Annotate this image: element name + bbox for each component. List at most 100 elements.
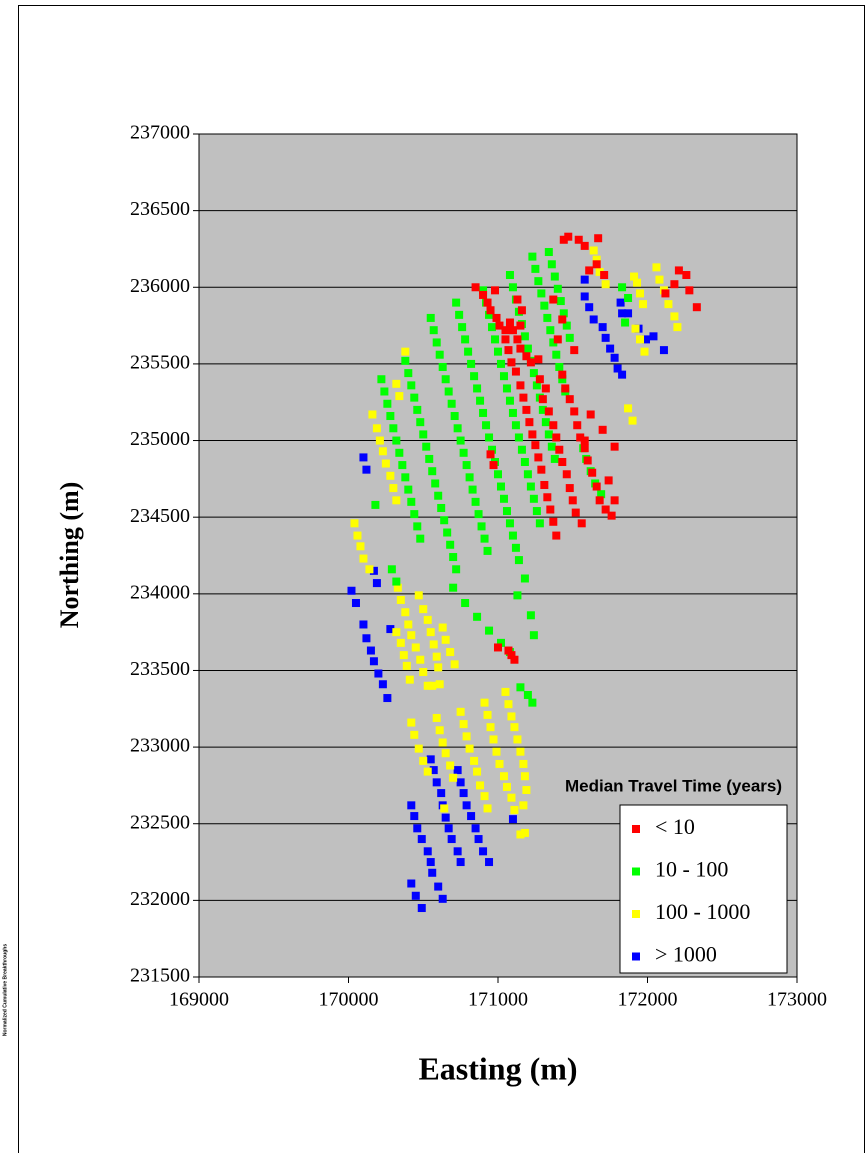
point: [618, 283, 627, 292]
point: [674, 266, 683, 275]
legend-marker: [632, 825, 640, 833]
point: [642, 335, 651, 344]
point: [407, 718, 416, 727]
point: [392, 496, 401, 505]
y-tick-label: 234000: [130, 581, 190, 603]
point: [505, 271, 514, 280]
point: [511, 367, 520, 376]
legend-label: 10 - 100: [655, 857, 728, 882]
point: [624, 309, 633, 318]
point: [550, 454, 559, 463]
point: [552, 433, 561, 442]
point: [438, 623, 447, 632]
point: [517, 445, 526, 454]
point: [577, 519, 586, 528]
point: [359, 453, 368, 462]
point: [470, 756, 479, 765]
point: [425, 454, 434, 463]
point: [600, 271, 609, 280]
y-tick-label: 234500: [130, 505, 190, 527]
point: [351, 599, 360, 608]
point: [520, 458, 529, 467]
point: [547, 260, 556, 269]
point: [561, 384, 570, 393]
point: [462, 801, 471, 810]
point: [670, 312, 679, 321]
series-points: [350, 246, 682, 839]
point: [473, 384, 482, 393]
point: [595, 267, 604, 276]
point: [565, 395, 574, 404]
point: [610, 442, 619, 451]
side-note: Normalized Cumulative Breakthroughs: [2, 944, 8, 1036]
point: [380, 387, 389, 396]
point: [508, 326, 517, 335]
point: [589, 315, 598, 324]
point: [511, 543, 520, 552]
point: [504, 346, 513, 355]
y-tick-label: 235000: [130, 428, 190, 450]
point: [544, 430, 553, 439]
point: [571, 508, 580, 517]
point: [419, 756, 428, 765]
point: [655, 275, 664, 284]
point: [459, 720, 468, 729]
point: [508, 815, 517, 824]
point: [496, 359, 505, 368]
point: [562, 470, 571, 479]
point: [453, 424, 462, 433]
point: [462, 732, 471, 741]
point: [473, 612, 482, 621]
point: [640, 347, 649, 356]
point: [359, 554, 368, 563]
point: [513, 335, 522, 344]
point: [520, 828, 529, 837]
point: [453, 847, 462, 856]
point: [441, 375, 450, 384]
point: [483, 804, 492, 813]
point: [486, 450, 495, 459]
point: [604, 476, 613, 485]
point: [573, 421, 582, 430]
point: [443, 528, 452, 537]
point: [574, 235, 583, 244]
point: [552, 350, 561, 359]
point: [529, 631, 538, 640]
point: [437, 789, 446, 798]
point: [464, 347, 473, 356]
point: [467, 812, 476, 821]
point: [410, 812, 419, 821]
point: [601, 505, 610, 514]
point: [369, 566, 378, 575]
point: [494, 470, 502, 479]
point: [682, 271, 691, 280]
point: [362, 465, 371, 474]
point: [387, 565, 396, 574]
point: [555, 445, 564, 454]
point: [378, 680, 387, 689]
point: [501, 326, 510, 335]
point: [419, 667, 428, 676]
point: [588, 468, 597, 477]
point: [537, 465, 546, 474]
point: [434, 663, 443, 672]
point: [372, 424, 381, 433]
point: [423, 767, 432, 776]
x-tick-label: 169000: [169, 989, 229, 1011]
point: [508, 408, 517, 417]
point: [441, 749, 450, 758]
point: [630, 272, 639, 281]
point: [618, 309, 627, 318]
point: [543, 493, 552, 502]
point: [692, 303, 701, 312]
y-tick-label: 236500: [130, 198, 190, 220]
point: [555, 362, 564, 371]
point: [434, 491, 443, 500]
point: [610, 353, 619, 362]
point: [362, 634, 371, 643]
point: [441, 635, 450, 644]
point: [649, 332, 658, 341]
point: [580, 292, 589, 301]
point: [499, 772, 508, 781]
point: [371, 500, 380, 509]
